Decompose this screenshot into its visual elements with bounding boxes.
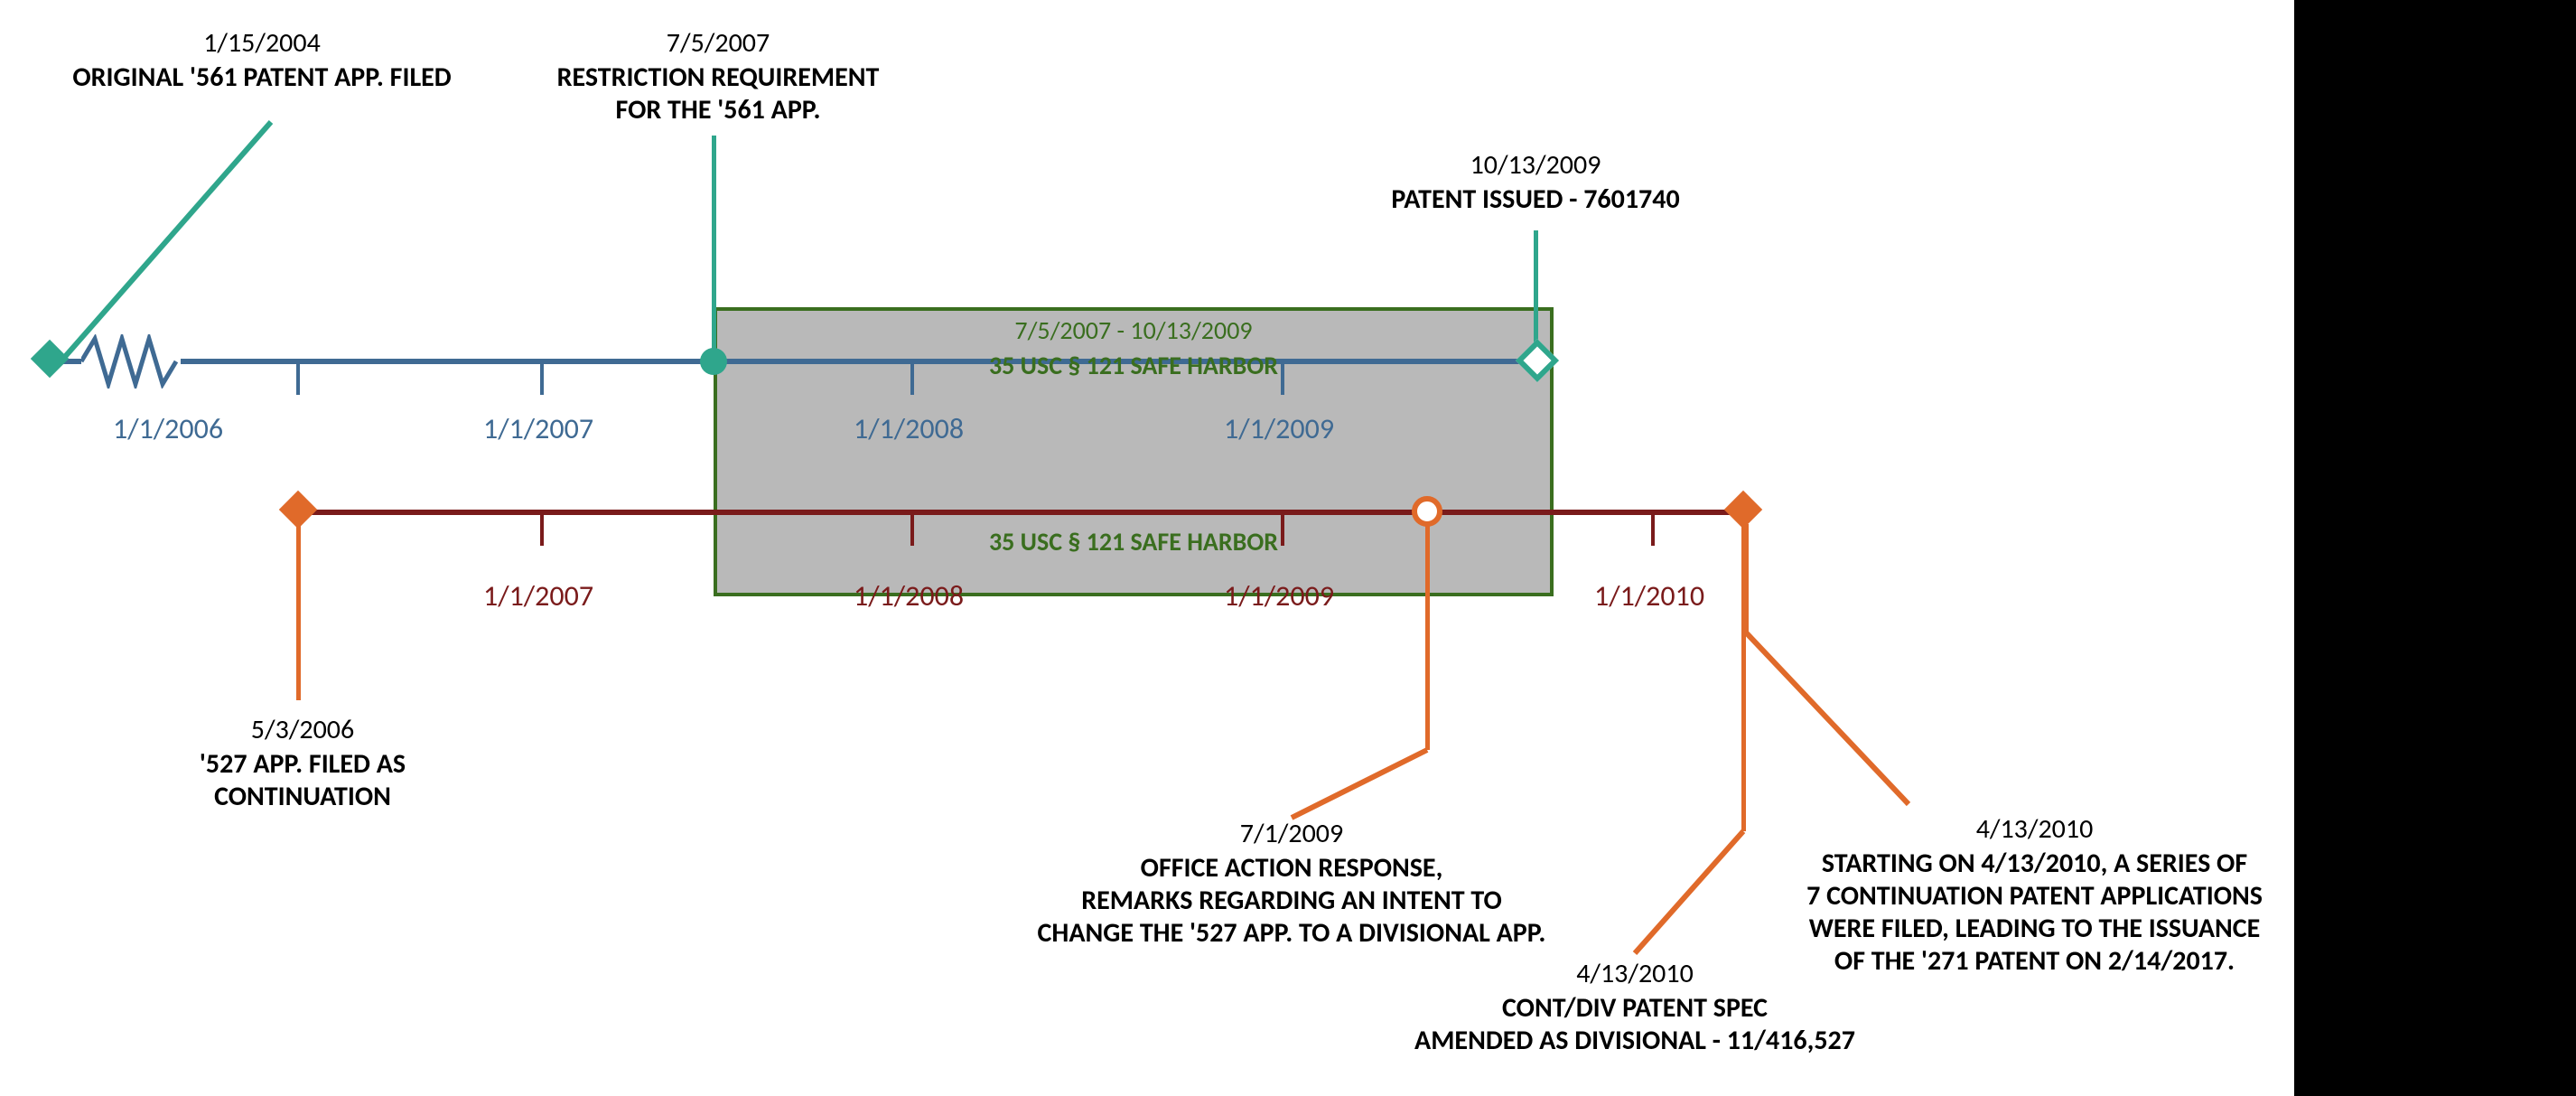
leader-line: [1534, 230, 1538, 348]
leader-line: [712, 136, 716, 357]
year-label: 1/1/2007: [483, 578, 593, 614]
event-text: OFFICE ACTION RESPONSE,REMARKS REGARDING…: [1038, 851, 1546, 950]
event-text: STARTING ON 4/13/2010, A SERIES OF7 CONT…: [1806, 847, 2263, 978]
leader-line: [296, 524, 301, 700]
year-label: 1/1/2008: [854, 411, 964, 446]
tick: [1651, 510, 1655, 546]
event-continuation-series: 4/13/2010 STARTING ON 4/13/2010, A SERIE…: [1779, 813, 2290, 978]
event-date: 7/1/2009: [985, 818, 1599, 850]
year-label: 1/1/2008: [854, 578, 964, 614]
tick: [910, 510, 914, 546]
year-label: 1/1/2006: [113, 411, 223, 446]
marker-amended-divisional: [1724, 491, 1762, 529]
safe-harbor-label: 35 USC § 121 SAFE HARBOR: [989, 350, 1278, 381]
event-date: 1/15/2004: [27, 27, 497, 60]
event-text: RESTRICTION REQUIREMENTFOR THE '561 APP.: [557, 61, 880, 126]
event-text: CONT/DIV PATENT SPECAMENDED AS DIVISIONA…: [1414, 991, 1855, 1057]
marker-restriction: [700, 348, 727, 375]
event-text: PATENT ISSUED - 7601740: [1391, 183, 1679, 216]
safe-harbor-range: 7/5/2007 - 10/13/2009: [930, 314, 1337, 346]
timeline-diagram: 1/1/2006 1/1/2007 1/1/2008 1/1/2009 1/1/…: [0, 0, 2576, 1096]
safe-harbor-caption-top: 7/5/2007 - 10/13/2009 35 USC § 121 SAFE …: [930, 314, 1337, 381]
event-restriction: 7/5/2007 RESTRICTION REQUIREMENTFOR THE …: [533, 27, 903, 126]
marker-office-action: [1412, 496, 1442, 527]
event-561-filed: 1/15/2004 ORIGINAL '561 PATENT APP. FILE…: [27, 27, 497, 94]
event-date: 10/13/2009: [1346, 149, 1725, 182]
leader-line: [1425, 524, 1430, 750]
year-label: 1/1/2009: [1224, 578, 1334, 614]
event-date: 7/5/2007: [533, 27, 903, 60]
right-black-bar: [2294, 0, 2576, 1096]
year-label: 1/1/2010: [1594, 578, 1704, 614]
timeline-527: [296, 510, 1757, 515]
event-text: '527 APP. FILED ASCONTINUATION: [200, 747, 406, 813]
safe-harbor-caption-bottom: 35 USC § 121 SAFE HARBOR: [975, 526, 1292, 557]
event-text: ORIGINAL '561 PATENT APP. FILED: [72, 61, 451, 94]
tick: [540, 359, 544, 395]
tick: [910, 359, 914, 395]
event-date: 4/13/2010: [1779, 813, 2290, 846]
leader-line: [1617, 822, 1761, 967]
event-patent-issued: 10/13/2009 PATENT ISSUED - 7601740: [1346, 149, 1725, 216]
tick: [540, 510, 544, 546]
year-label: 1/1/2009: [1224, 411, 1334, 446]
safe-harbor-label: 35 USC § 121 SAFE HARBOR: [989, 526, 1278, 557]
year-label: 1/1/2007: [483, 411, 593, 446]
event-date: 5/3/2006: [158, 714, 447, 746]
leader-line: [1741, 524, 1967, 822]
event-office-action: 7/1/2009 OFFICE ACTION RESPONSE,REMARKS …: [985, 818, 1599, 950]
marker-527-filed: [279, 491, 317, 529]
event-527-filed: 5/3/2006 '527 APP. FILED ASCONTINUATION: [158, 714, 447, 813]
